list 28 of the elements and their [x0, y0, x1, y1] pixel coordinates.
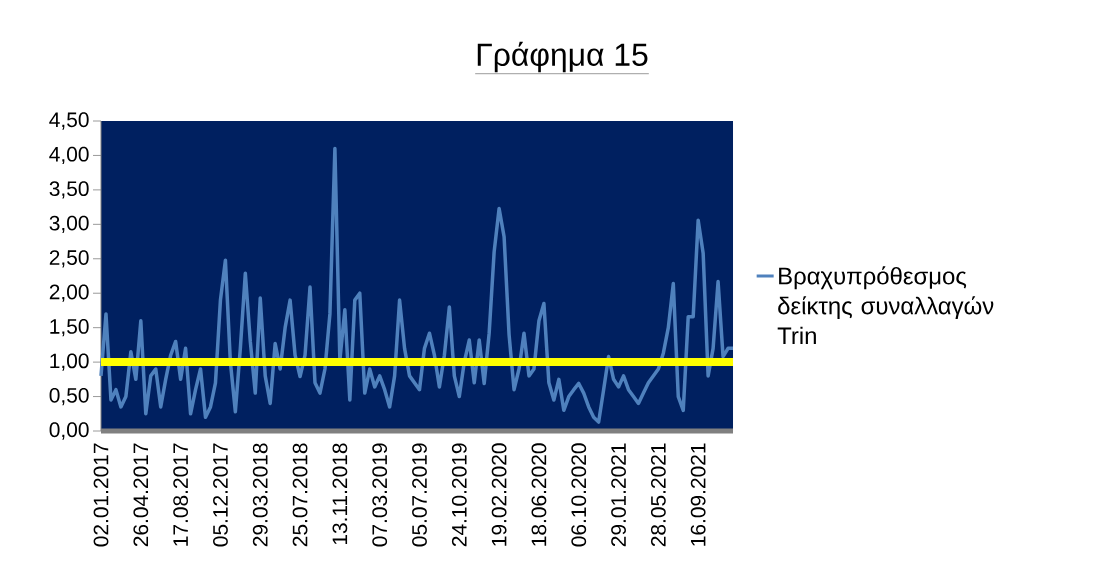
- x-tick-label: 02.01.2017: [93, 443, 109, 547]
- y-tick-label: 2,50: [49, 250, 89, 268]
- x-tick-label: 24.10.2019: [451, 443, 467, 547]
- x-tick-label: 25.07.2018: [292, 443, 308, 547]
- x-tick-label: 29.03.2018: [252, 443, 268, 547]
- y-tick-label: 4,50: [49, 112, 89, 130]
- y-tick-label: 0,50: [49, 387, 89, 406]
- x-tick-label: 16.09.2021: [690, 443, 706, 546]
- x-tick-label: 28.05.2021: [650, 443, 666, 547]
- x-tick-label: 19.02.2020: [491, 443, 507, 546]
- x-tick-label: 05.07.2019: [412, 443, 427, 547]
- legend-label: Βραχυπρόθεσμος δείκτης συναλλαγών Trin: [777, 266, 994, 345]
- y-tick-label: 3,00: [49, 215, 89, 233]
- x-tick-label: 26.04.2017: [133, 443, 149, 547]
- x-tick-label: 18.06.2020: [531, 443, 547, 546]
- x-tick-label: 07.03.2019: [372, 443, 388, 547]
- x-tick-label: 13.11.2018: [332, 443, 348, 545]
- y-tick-label: 4,00: [49, 146, 89, 165]
- y-tick-label: 1,50: [50, 319, 89, 337]
- chart-title: Γράφημα 15: [477, 41, 648, 73]
- y-tick-label: 2,00: [49, 284, 89, 302]
- x-tick-label: 29.01.2021: [611, 443, 626, 547]
- x-tick-label: 05.12.2017: [213, 443, 228, 547]
- y-tick-label: 3,50: [49, 181, 89, 199]
- y-tick-label: 1,00: [50, 353, 89, 371]
- x-tick-label: 17.08.2017: [173, 443, 189, 546]
- y-tick-label: 0,00: [49, 422, 89, 440]
- x-tick-label: 06.10.2020: [571, 443, 587, 547]
